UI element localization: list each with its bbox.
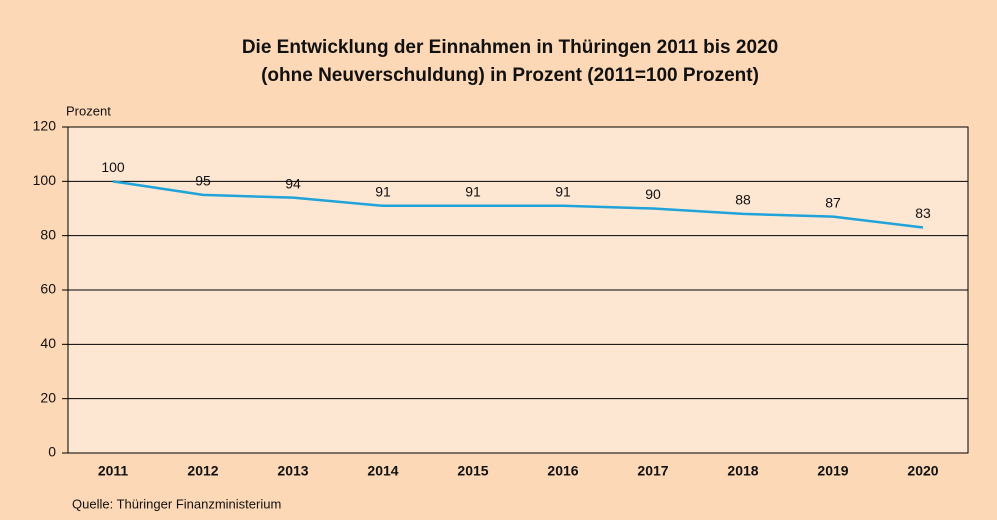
y-axis-label: Prozent <box>66 103 111 118</box>
data-label: 83 <box>915 205 931 221</box>
data-label: 95 <box>195 173 211 189</box>
x-tick-label: 2019 <box>817 463 848 479</box>
data-label: 87 <box>825 194 841 210</box>
y-tick-label: 60 <box>40 281 56 297</box>
y-tick-label: 0 <box>48 444 56 460</box>
chart-title: Die Entwicklung der Einnahmen in Thüring… <box>242 37 778 58</box>
x-tick-label: 2018 <box>727 463 758 479</box>
x-tick-label: 2011 <box>98 463 129 479</box>
y-tick-label: 80 <box>40 226 56 242</box>
data-label: 100 <box>101 159 125 175</box>
x-tick-label: 2012 <box>187 463 218 479</box>
x-tick-label: 2015 <box>457 463 488 479</box>
data-label: 91 <box>375 183 391 199</box>
y-tick-label: 100 <box>33 172 57 188</box>
y-tick-label: 120 <box>33 118 57 134</box>
x-tick-label: 2020 <box>907 463 938 479</box>
data-label: 94 <box>285 175 301 191</box>
data-label: 91 <box>555 183 571 199</box>
x-tick-label: 2014 <box>367 463 398 479</box>
data-label: 90 <box>645 186 661 202</box>
y-tick-label: 40 <box>40 335 56 351</box>
x-tick-label: 2017 <box>637 463 668 479</box>
line <box>112 180 924 229</box>
source: Quelle: Thüringer Finanzministerium <box>72 496 281 511</box>
y-tick-label: 20 <box>40 389 56 405</box>
chart-subtitle: (ohne Neuverschuldung) in Prozent (2011=… <box>261 65 759 86</box>
data-label: 88 <box>735 192 751 208</box>
x-tick-label: 2013 <box>277 463 308 479</box>
data-label: 91 <box>465 183 481 199</box>
x-tick-label: 2016 <box>547 463 578 479</box>
